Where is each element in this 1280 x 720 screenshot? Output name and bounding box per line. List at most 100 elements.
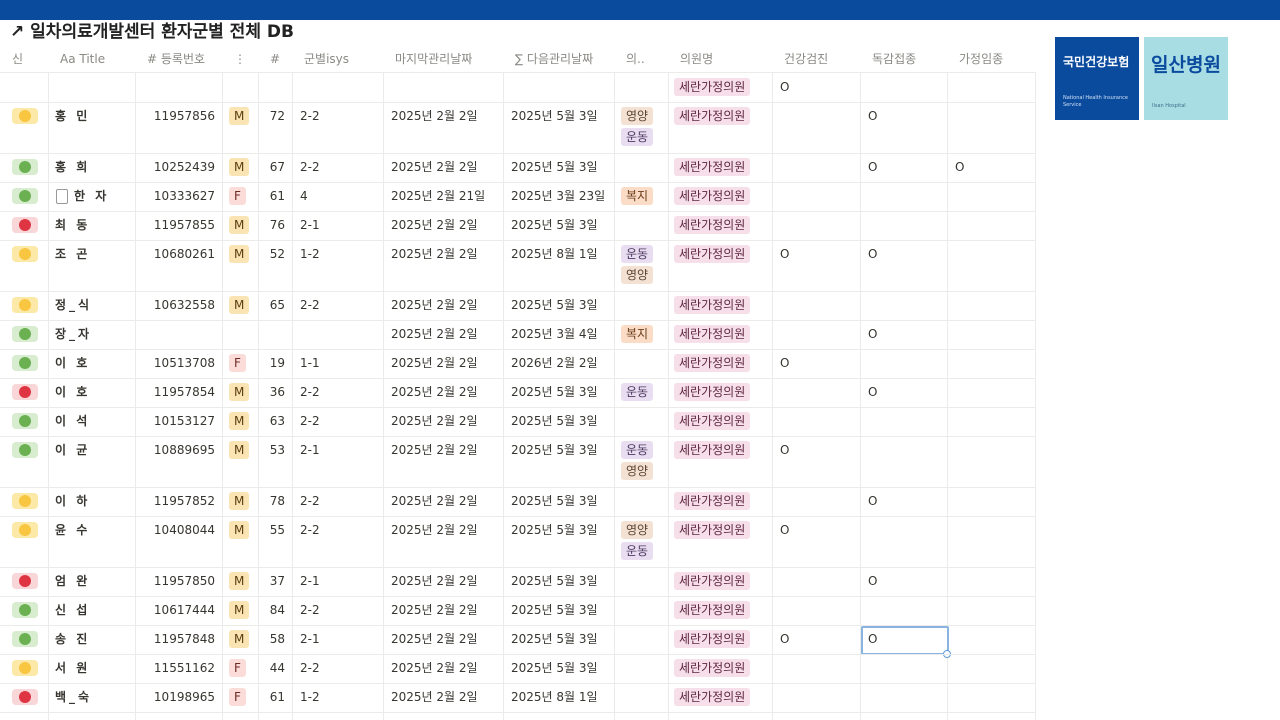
next-visit-date: 2025년 5월 3일 — [511, 218, 598, 232]
column-header: 건강검진 — [784, 52, 829, 66]
status-pill — [12, 573, 38, 589]
row-divider — [0, 654, 1035, 655]
table-row: 세란가정의원 O — [0, 73, 1035, 102]
flu-mark: O — [868, 109, 878, 123]
registration-number: 10680261 — [153, 247, 215, 261]
column-divider — [383, 72, 384, 720]
row-divider — [0, 320, 1035, 321]
hospice-mark: O — [955, 160, 965, 174]
column-header: 독감접종 — [872, 52, 917, 66]
row-divider — [0, 72, 1035, 73]
last-visit-date: 2025년 2월 2일 — [391, 247, 478, 261]
row-divider — [0, 240, 1035, 241]
patient-name: 이 하 — [55, 494, 91, 508]
last-visit-date: 2025년 2월 2일 — [391, 661, 478, 675]
next-visit-date: 2025년 3월 4일 — [511, 327, 598, 341]
table-row: 홍 희 10252439 M 67 2-2 2025년 2월 2일 2025년 5월 3일 세… — [0, 153, 1035, 182]
table: 신 Aa Title # 등록번호 ⋮ # 군별isys 마지막관리날짜 ∑ 다음관리날짜 의.… — [0, 45, 1040, 720]
status-pill — [12, 159, 38, 175]
last-visit-date: 2025년 2월 2일 — [391, 494, 478, 508]
gender-tag: M — [229, 492, 250, 510]
column-divider — [1035, 72, 1036, 720]
status-dot — [19, 495, 31, 507]
group: 2-1 — [300, 574, 320, 588]
status-dot — [19, 219, 31, 231]
row-divider — [0, 625, 1035, 626]
column-header: ⋮ — [234, 52, 246, 66]
clinic-tag: 세란가정의원 — [674, 216, 751, 234]
status-dot — [19, 604, 31, 616]
patient-name: 홍 희 — [55, 160, 91, 174]
clinic-tag: 세란가정의원 — [674, 187, 751, 205]
gender-tag: M — [229, 601, 250, 619]
age: 61 — [269, 690, 285, 704]
row-divider — [0, 182, 1035, 183]
age: 65 — [269, 298, 285, 312]
group: 2-2 — [300, 661, 320, 675]
patient-name: 정_식 — [55, 298, 93, 312]
next-visit-date: 2025년 5월 3일 — [511, 109, 598, 123]
patient-name: 홍 민 — [55, 109, 91, 123]
age: 55 — [269, 523, 285, 537]
clinic-tag: 세란가정의원 — [674, 107, 751, 125]
age: 52 — [269, 247, 285, 261]
status-pill — [12, 442, 38, 458]
clinic-tag: 세란가정의원 — [674, 296, 751, 314]
age: 78 — [269, 494, 285, 508]
table-row: 조 곤 10680261 M 52 1-2 2025년 2월 2일 2025년 8월 1일 운… — [0, 240, 1035, 291]
column-divider — [860, 72, 861, 720]
status-pill — [12, 493, 38, 509]
status-pill — [12, 522, 38, 538]
logo-text: 국민건강보험 — [1063, 55, 1130, 69]
program-tag: 운동 — [621, 441, 654, 459]
table-row: 홍 민 11957856 M 72 2-2 2025년 2월 2일 2025년 5월 3일 영… — [0, 102, 1035, 153]
gender-tag: M — [229, 383, 250, 401]
flu-mark: O — [868, 494, 878, 508]
status-pill — [12, 108, 38, 124]
group: 2-2 — [300, 160, 320, 174]
clinic-tag: 세란가정의원 — [674, 572, 751, 590]
next-visit-date: 2025년 8월 1일 — [511, 690, 598, 704]
column-header: 마지막관리날짜 — [395, 52, 473, 66]
status-pill — [12, 660, 38, 676]
registration-number: 10513708 — [153, 356, 215, 370]
last-visit-date: 2025년 2월 2일 — [391, 690, 478, 704]
row-divider — [0, 516, 1035, 517]
next-visit-date: 2025년 5월 3일 — [511, 443, 598, 457]
next-visit-date: 2025년 5월 3일 — [511, 632, 598, 646]
age: 63 — [269, 414, 285, 428]
clinic-tag: 세란가정의원 — [674, 630, 751, 648]
age: 84 — [269, 603, 285, 617]
status-pill — [12, 413, 38, 429]
group: 2-2 — [300, 385, 320, 399]
program-tag: 운동 — [621, 245, 654, 263]
row-divider — [0, 211, 1035, 212]
flu-mark: O — [868, 327, 878, 341]
program-tag: 복지 — [621, 187, 654, 205]
registration-number: 10252439 — [153, 160, 215, 174]
patient-name: 백_숙 — [55, 690, 93, 704]
column-header: 신 — [12, 52, 24, 66]
checkup-mark: O — [780, 632, 790, 646]
column-divider — [222, 72, 223, 720]
next-visit-date: 2025년 5월 3일 — [511, 298, 598, 312]
program-tag: 복지 — [621, 325, 654, 343]
table-row: 한 자 10333627 F 61 4 2025년 2월 21일 2025년 3월 23일 복… — [0, 182, 1035, 211]
group: 1-1 — [300, 356, 320, 370]
table-row: 이 호 10513708 F 19 1-1 2025년 2월 2일 2026년 2월 2일 세… — [0, 349, 1035, 378]
status-pill — [12, 326, 38, 342]
status-dot — [19, 415, 31, 427]
row-divider — [0, 683, 1035, 684]
group: 2-2 — [300, 298, 320, 312]
column-divider — [258, 72, 259, 720]
last-visit-date: 2025년 2월 2일 — [391, 603, 478, 617]
group: 2-1 — [300, 218, 320, 232]
status-dot — [19, 575, 31, 587]
table-row: 백_숙 10198965 F 61 1-2 2025년 2월 2일 2025년 8월 1일 세… — [0, 683, 1035, 712]
last-visit-date: 2025년 2월 2일 — [391, 632, 478, 646]
program-tag: 영양 — [621, 462, 654, 480]
column-header: Aa Title — [60, 52, 106, 66]
logo-text: 일산병원 — [1151, 54, 1221, 76]
patient-name: 이 호 — [55, 356, 91, 370]
